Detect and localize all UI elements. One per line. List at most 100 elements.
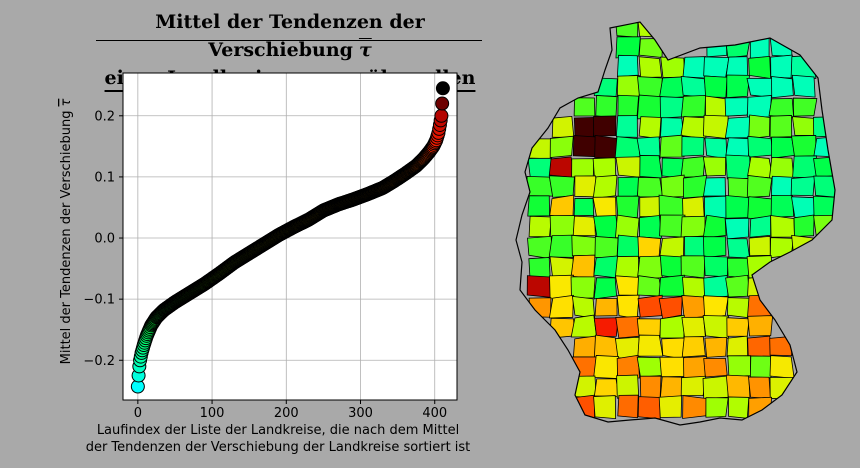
district-region: [747, 135, 774, 158]
district-region: [791, 116, 817, 136]
district-region: [703, 56, 730, 79]
y-axis-tau-symbol: τ: [59, 98, 74, 106]
district-region: [637, 236, 662, 259]
y-axis-label: Mittel der Tendenzen der Verschiebung τ: [59, 98, 74, 364]
district-region: [769, 237, 794, 259]
district-region: [636, 136, 661, 160]
district-region: [702, 156, 727, 177]
district-region: [682, 395, 707, 419]
district-region: [637, 275, 663, 297]
district-region: [636, 356, 663, 378]
district-region: [548, 175, 575, 198]
district-region: [770, 54, 793, 79]
x-tick-label: 400: [422, 406, 447, 421]
district-region: [725, 154, 751, 180]
district-region: [703, 357, 728, 378]
district-region: [570, 276, 596, 300]
district-region: [748, 55, 772, 80]
district-region: [639, 375, 662, 400]
district-region: [771, 136, 796, 159]
district-region: [616, 234, 641, 259]
x-tick-label: 300: [348, 406, 373, 421]
district-region: [636, 255, 663, 280]
district-region: [813, 175, 835, 198]
district-region: [771, 76, 794, 99]
district-region: [727, 355, 751, 377]
district-region: [682, 56, 707, 79]
district-region: [680, 255, 706, 279]
district-region: [768, 157, 795, 179]
district-region: [659, 356, 686, 378]
district-region: [792, 97, 818, 117]
district-region: [746, 174, 773, 198]
district-region: [527, 157, 552, 180]
district-region: [528, 215, 552, 238]
district-region: [594, 297, 618, 317]
district-region: [526, 275, 554, 298]
district-region: [638, 56, 663, 79]
district-region: [614, 22, 639, 38]
district-region: [683, 356, 708, 379]
district-region: [746, 95, 772, 118]
district-region: [570, 254, 596, 279]
district-region: [614, 255, 640, 279]
district-region: [680, 116, 707, 140]
district-region: [571, 394, 595, 419]
district-region: [746, 255, 774, 279]
x-tick-label: 200: [274, 406, 299, 421]
district-region: [615, 195, 640, 219]
district-region: [660, 174, 685, 198]
district-region: [703, 275, 729, 299]
district-region: [702, 114, 729, 140]
district-region: [792, 155, 818, 179]
district-region: [703, 75, 728, 98]
district-region: [572, 356, 597, 378]
district-region: [703, 177, 726, 197]
data-point: [435, 96, 450, 111]
y-tick-label: 0.1: [94, 170, 115, 185]
district-region: [595, 95, 618, 119]
district-region: [725, 137, 751, 158]
district-region: [594, 236, 619, 259]
district-region: [616, 354, 640, 379]
district-region: [572, 135, 597, 158]
district-region: [527, 235, 553, 260]
district-region: [637, 396, 661, 420]
data-point: [435, 81, 450, 96]
district-region: [639, 155, 663, 179]
district-region: [659, 376, 685, 399]
district-region: [615, 214, 640, 239]
district-region: [769, 355, 795, 379]
district-region: [770, 175, 795, 197]
district-region: [572, 215, 596, 237]
district-region: [549, 194, 575, 219]
district-region: [725, 195, 750, 219]
district-region: [770, 194, 795, 218]
district-region: [680, 75, 707, 98]
district-region: [681, 136, 705, 157]
district-region: [658, 76, 686, 99]
title-rule: [96, 40, 482, 41]
district-region: [768, 98, 795, 119]
district-region: [680, 156, 706, 178]
district-region: [527, 195, 551, 217]
district-region: [616, 374, 640, 399]
district-region: [636, 176, 664, 198]
district-region: [548, 156, 576, 179]
scatter-plot: 0 100 200 300 400 −0.2 −0.1 0.0 0.1 0.2 Laufinde…: [59, 72, 471, 455]
district-region: [617, 94, 640, 118]
district-region: [593, 317, 619, 338]
title-tau-symbol: τ: [358, 39, 372, 61]
district-region: [748, 376, 771, 399]
district-region: [727, 297, 751, 319]
country-outline: [515, 21, 836, 426]
district-region: [615, 275, 640, 296]
district-region: [770, 215, 795, 238]
title-line-1: Mittel der Tendenzen der Verschiebung: [155, 11, 425, 61]
district-region: [724, 217, 750, 240]
district-region: [682, 196, 705, 219]
district-region: [614, 136, 641, 160]
x-axis-label-line-2: der Tendenzen der Verschiebung der Landk…: [86, 440, 471, 455]
district-region: [526, 175, 554, 197]
